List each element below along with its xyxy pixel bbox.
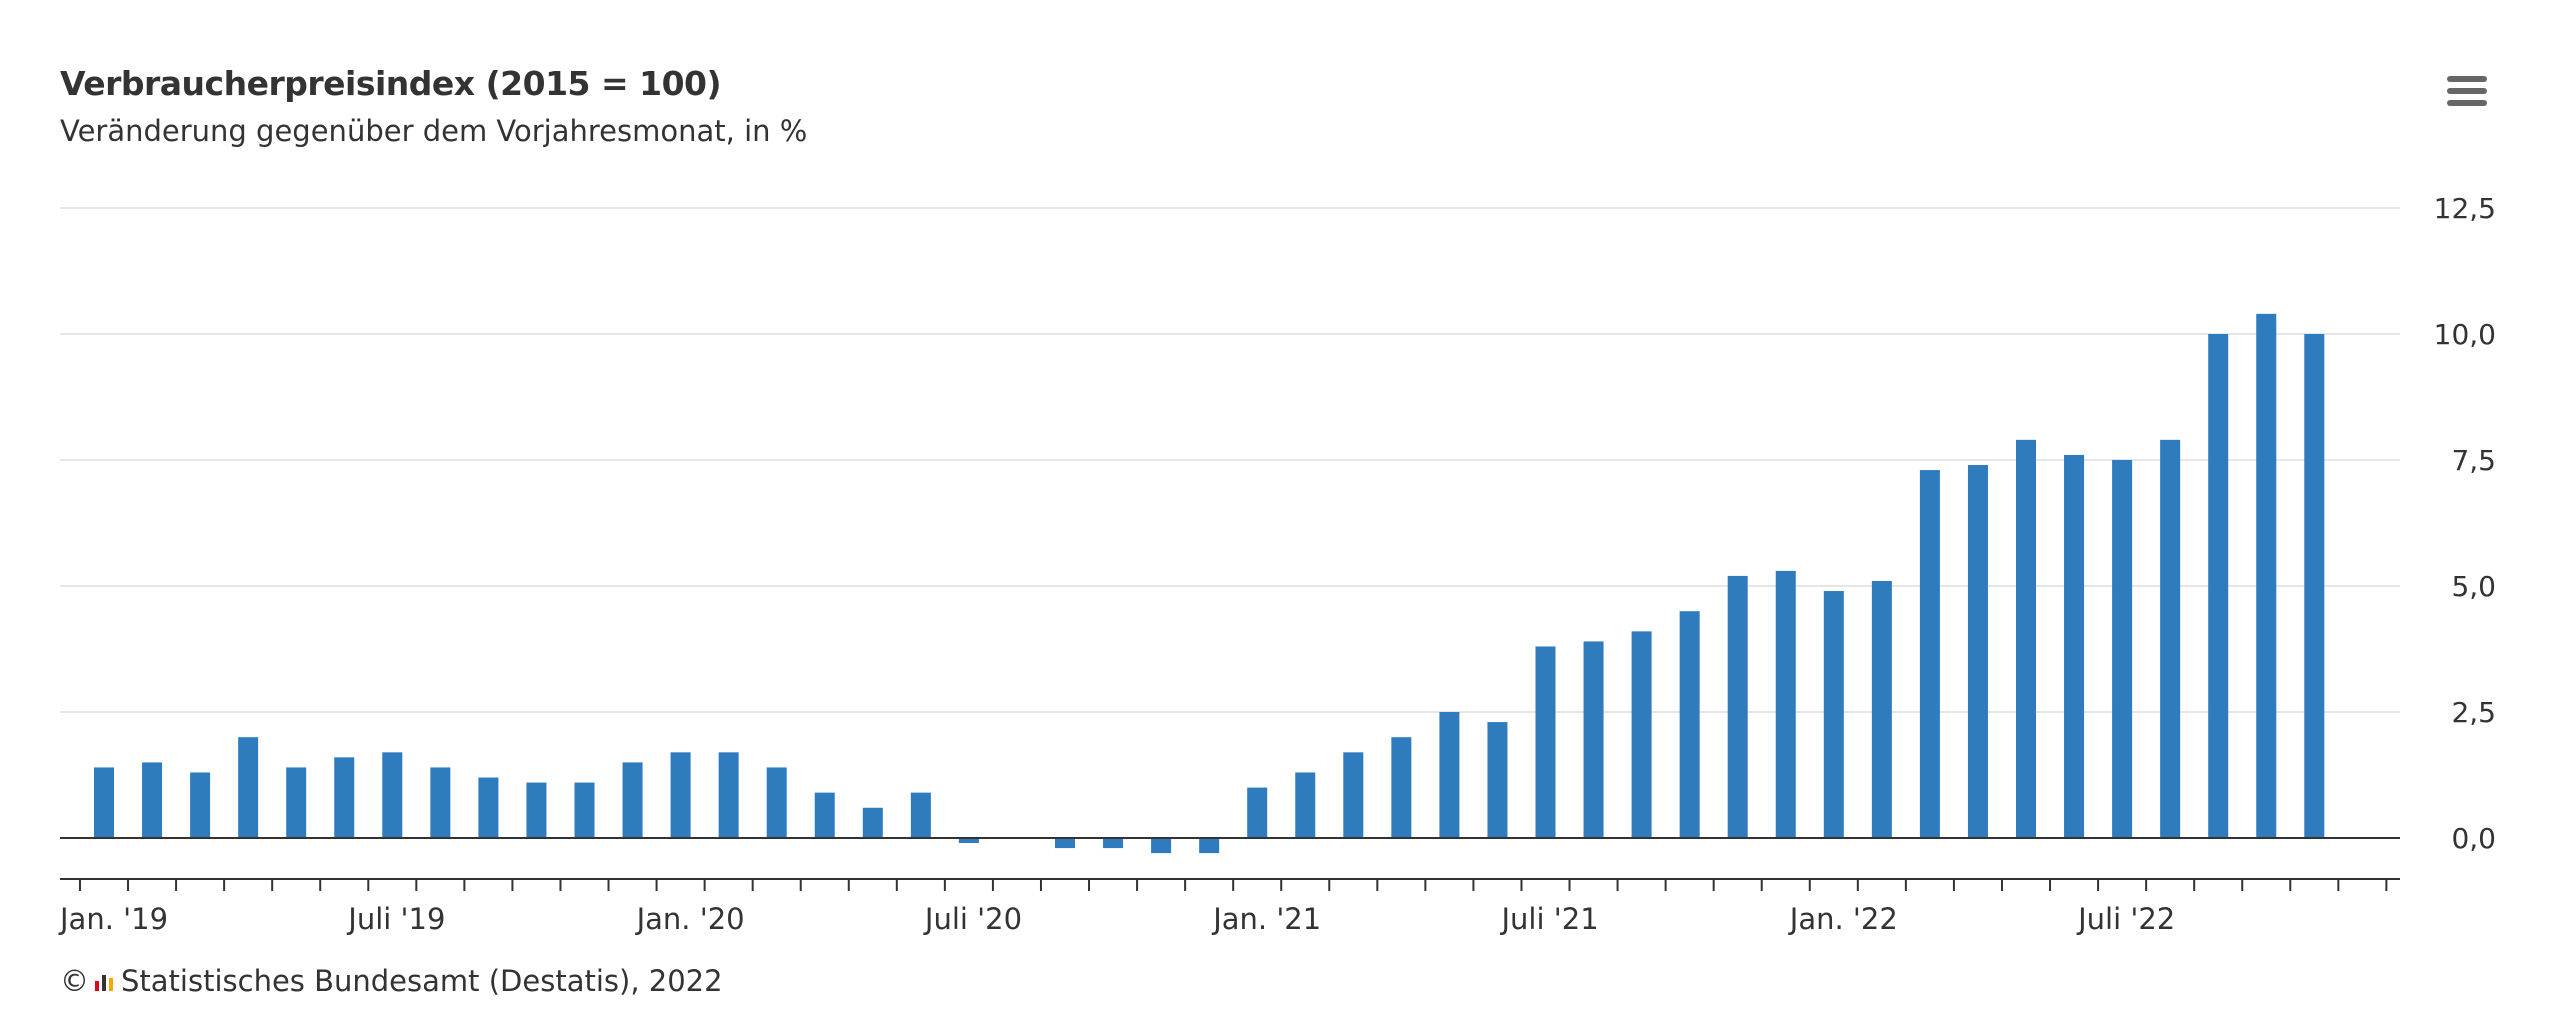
bar [478, 777, 499, 838]
bar [1919, 470, 1940, 838]
y-tick-label: 10,0 [2434, 318, 2496, 351]
x-tick-label: Jan. '22 [1788, 902, 1898, 936]
bar [190, 772, 211, 838]
bar [2256, 313, 2277, 839]
bar [1535, 646, 1556, 838]
chart-subtitle: Veränderung gegenüber dem Vorjahresmonat… [60, 114, 808, 148]
x-tick-label: Juli '22 [2076, 902, 2175, 936]
bar [1391, 737, 1412, 838]
bar [574, 782, 595, 838]
bar [2016, 439, 2036, 838]
bar [910, 792, 931, 838]
y-tick-label: 0,0 [2451, 822, 2496, 855]
menu-line [2447, 100, 2487, 106]
x-tick-label: Jan. '20 [635, 902, 745, 936]
x-tick-label: Juli '19 [346, 902, 445, 936]
bar [1823, 591, 1844, 838]
bar [622, 762, 643, 838]
bar [94, 767, 114, 838]
bar [1583, 641, 1604, 838]
bar [1775, 570, 1796, 838]
bar [1679, 611, 1700, 838]
gridlines [60, 207, 2400, 713]
x-tick-label: Jan. '19 [58, 902, 168, 936]
bar [1247, 787, 1268, 838]
bar [2304, 334, 2325, 838]
bar [1199, 838, 1220, 854]
bar [1151, 838, 1172, 854]
x-tick-label: Juli '21 [1500, 902, 1599, 936]
bar [718, 752, 739, 838]
bar [958, 838, 979, 844]
destatis-logo-icon [93, 966, 117, 1000]
bar [1343, 752, 1364, 838]
bar [1871, 580, 1892, 838]
bar [430, 767, 451, 838]
bar [286, 767, 307, 838]
y-tick-label: 12,5 [2434, 192, 2496, 225]
bar [142, 762, 163, 838]
bar [1055, 838, 1075, 849]
x-tick-label: Jan. '21 [1211, 902, 1321, 936]
credits-text: Statistisches Bundesamt (Destatis), 2022 [121, 964, 723, 998]
bar [526, 782, 547, 838]
bars [94, 313, 2325, 854]
copyright-symbol: © [60, 964, 89, 998]
bar [2112, 460, 2133, 838]
hamburger-menu-icon[interactable] [2443, 70, 2491, 112]
y-tick-label: 2,5 [2451, 696, 2496, 729]
axes: 12,5 10,0 7,5 5,0 2,5 0,0 Jan. '19 Juli '19 Jan.… [58, 192, 2496, 936]
chart-credits[interactable]: © Statistisches Bundesamt (Destatis), 20… [60, 964, 723, 1000]
bar [862, 807, 883, 838]
bar [1295, 772, 1316, 838]
bar [2064, 454, 2085, 838]
x-tick-label: Juli '20 [923, 902, 1022, 936]
bar [334, 757, 355, 838]
bar [1967, 465, 1988, 838]
y-tick-label: 5,0 [2451, 570, 2496, 603]
bar [814, 792, 835, 838]
bar [1487, 722, 1508, 838]
bar [766, 767, 787, 838]
bar [2160, 439, 2181, 838]
menu-line [2447, 88, 2487, 94]
y-tick-label: 7,5 [2451, 444, 2496, 477]
bar [1631, 631, 1652, 838]
bar [1103, 838, 1124, 849]
bar [2208, 334, 2229, 838]
bar [238, 737, 259, 838]
bar [670, 752, 691, 838]
menu-line [2447, 76, 2487, 82]
bar [1727, 575, 1748, 838]
chart-title: Verbraucherpreisindex (2015 = 100) [60, 64, 722, 103]
bar [382, 752, 403, 838]
bar [1439, 712, 1460, 838]
